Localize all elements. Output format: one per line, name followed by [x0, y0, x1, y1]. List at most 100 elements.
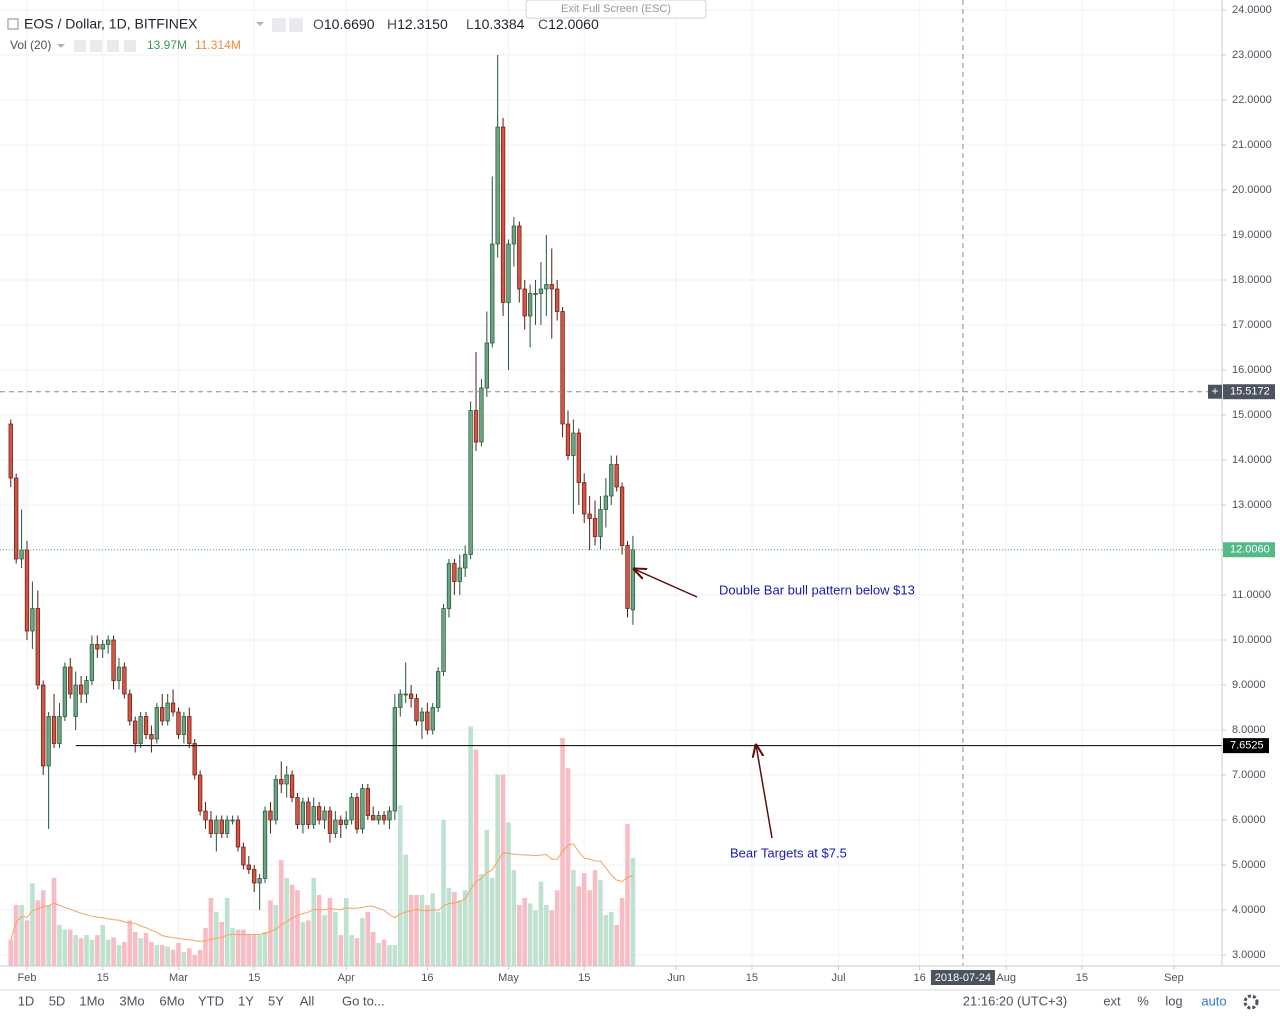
volume-bar: [100, 925, 106, 966]
volume-bar: [376, 942, 381, 966]
ohlc-legend: O10.6690 H12.3150 L10.3384 C12.0060: [313, 16, 599, 32]
volume-bar: [122, 942, 127, 966]
volume-bar: [425, 904, 430, 966]
volume-bar: [235, 929, 241, 966]
candle-body: [230, 819, 235, 822]
close-icon[interactable]: [289, 18, 303, 32]
period-button[interactable]: 5Y: [268, 993, 284, 1008]
collapse-icon[interactable]: [7, 18, 19, 30]
volume-bar: [544, 904, 549, 966]
candle-body: [544, 284, 549, 290]
symbol-menu[interactable]: [256, 22, 264, 26]
candle-body: [127, 693, 132, 722]
candle-body: [441, 608, 446, 672]
y-tick-label: 10.0000: [1232, 634, 1272, 646]
candle-body: [241, 846, 246, 866]
candle-body: [500, 126, 506, 303]
candle-body: [311, 806, 316, 825]
scale-option[interactable]: ext: [1103, 993, 1121, 1008]
period-button[interactable]: 1D: [18, 993, 35, 1008]
candle-body: [235, 819, 241, 848]
candle-body: [268, 810, 273, 821]
period-button[interactable]: 1Mo: [79, 993, 104, 1008]
candle-body: [614, 464, 619, 488]
ohlc-value: 12.0060: [548, 16, 599, 32]
candle-body: [408, 693, 414, 699]
volume-bar: [241, 929, 246, 966]
period-button[interactable]: YTD: [198, 993, 224, 1008]
volume-bar: [143, 932, 149, 966]
settings-icon[interactable]: [272, 18, 286, 32]
candle-body: [517, 225, 522, 290]
volume-bar: [262, 931, 268, 966]
y-tick-label: 11.0000: [1232, 589, 1271, 601]
candle-body: [19, 549, 24, 560]
volume-bar: [581, 873, 587, 966]
candle-body: [51, 716, 57, 744]
grid: [0, 0, 1222, 966]
last-price-label: 12.0060: [1230, 544, 1270, 556]
candle-body: [100, 644, 105, 650]
candle-body: [414, 698, 419, 722]
candle-body: [479, 387, 484, 443]
annotation-arrow: [756, 745, 773, 839]
period-button[interactable]: 3Mo: [119, 993, 144, 1008]
support-price-label: 7.6525: [1230, 740, 1264, 752]
candle-body: [522, 288, 527, 317]
volume-bar: [527, 903, 533, 966]
candle-body: [327, 810, 333, 834]
y-tick-label: 6.0000: [1232, 814, 1266, 826]
indicator-icon[interactable]: [124, 40, 136, 52]
scale-option[interactable]: auto: [1201, 993, 1226, 1008]
volume-bar: [73, 935, 78, 966]
annotation-text: Double Bar bull pattern below $13: [719, 582, 915, 597]
candle-body: [565, 423, 571, 456]
indicator-menu[interactable]: [57, 44, 65, 48]
volume-bar: [403, 854, 408, 966]
candle-body: [24, 549, 30, 632]
settings-gear[interactable]: [1243, 994, 1259, 1010]
volume-bar: [468, 726, 473, 966]
volume-bar: [67, 929, 73, 966]
exit-fullscreen-button[interactable]: [525, 0, 707, 19]
indicator-icon[interactable]: [90, 40, 102, 52]
volume-bar: [116, 945, 122, 966]
volume-bar: [295, 890, 300, 966]
indicator-icon[interactable]: [107, 40, 119, 52]
candle-body: [30, 608, 35, 632]
period-button[interactable]: All: [300, 993, 315, 1008]
ohlc-key: L: [466, 16, 474, 32]
indicator-icon[interactable]: [74, 40, 86, 52]
volume-bar: [343, 897, 349, 966]
crosshair-add-icon: +: [1211, 384, 1218, 398]
y-tick-label: 4.0000: [1232, 904, 1266, 916]
candle-body: [165, 702, 170, 722]
volume-bar: [381, 939, 387, 966]
symbol-title: EOS / Dollar, 1D, BITFINEX: [24, 16, 198, 32]
scale-option[interactable]: log: [1165, 993, 1182, 1008]
ohlc-value: 12.3150: [397, 16, 448, 32]
candle-body: [490, 243, 495, 344]
volume-bar: [30, 883, 35, 966]
volume-bar: [397, 805, 403, 966]
volume-bar: [154, 945, 160, 966]
period-button[interactable]: 6Mo: [159, 993, 184, 1008]
period-button[interactable]: 1Y: [238, 993, 254, 1008]
volume-bar: [538, 881, 544, 966]
axes: 3.0000 4.0000 5.0000 6.0000 7.0000 8.0000 9.00…: [18, 4, 1275, 985]
scale-option[interactable]: %: [1137, 993, 1149, 1008]
candle-body: [354, 797, 360, 830]
volume-bar: [316, 894, 322, 966]
period-button[interactable]: 5D: [49, 993, 66, 1008]
candle-body: [538, 288, 544, 294]
candle-body: [84, 680, 89, 695]
volume-bar: [51, 877, 57, 966]
candle-body: [625, 545, 630, 609]
volume-bar: [57, 925, 62, 966]
goto-button[interactable]: Go to...: [342, 993, 385, 1008]
candle-body: [506, 243, 511, 303]
volume-ma-line: [10, 843, 634, 942]
crosshair-add-button[interactable]: [1208, 384, 1222, 399]
candle-body: [73, 684, 78, 717]
